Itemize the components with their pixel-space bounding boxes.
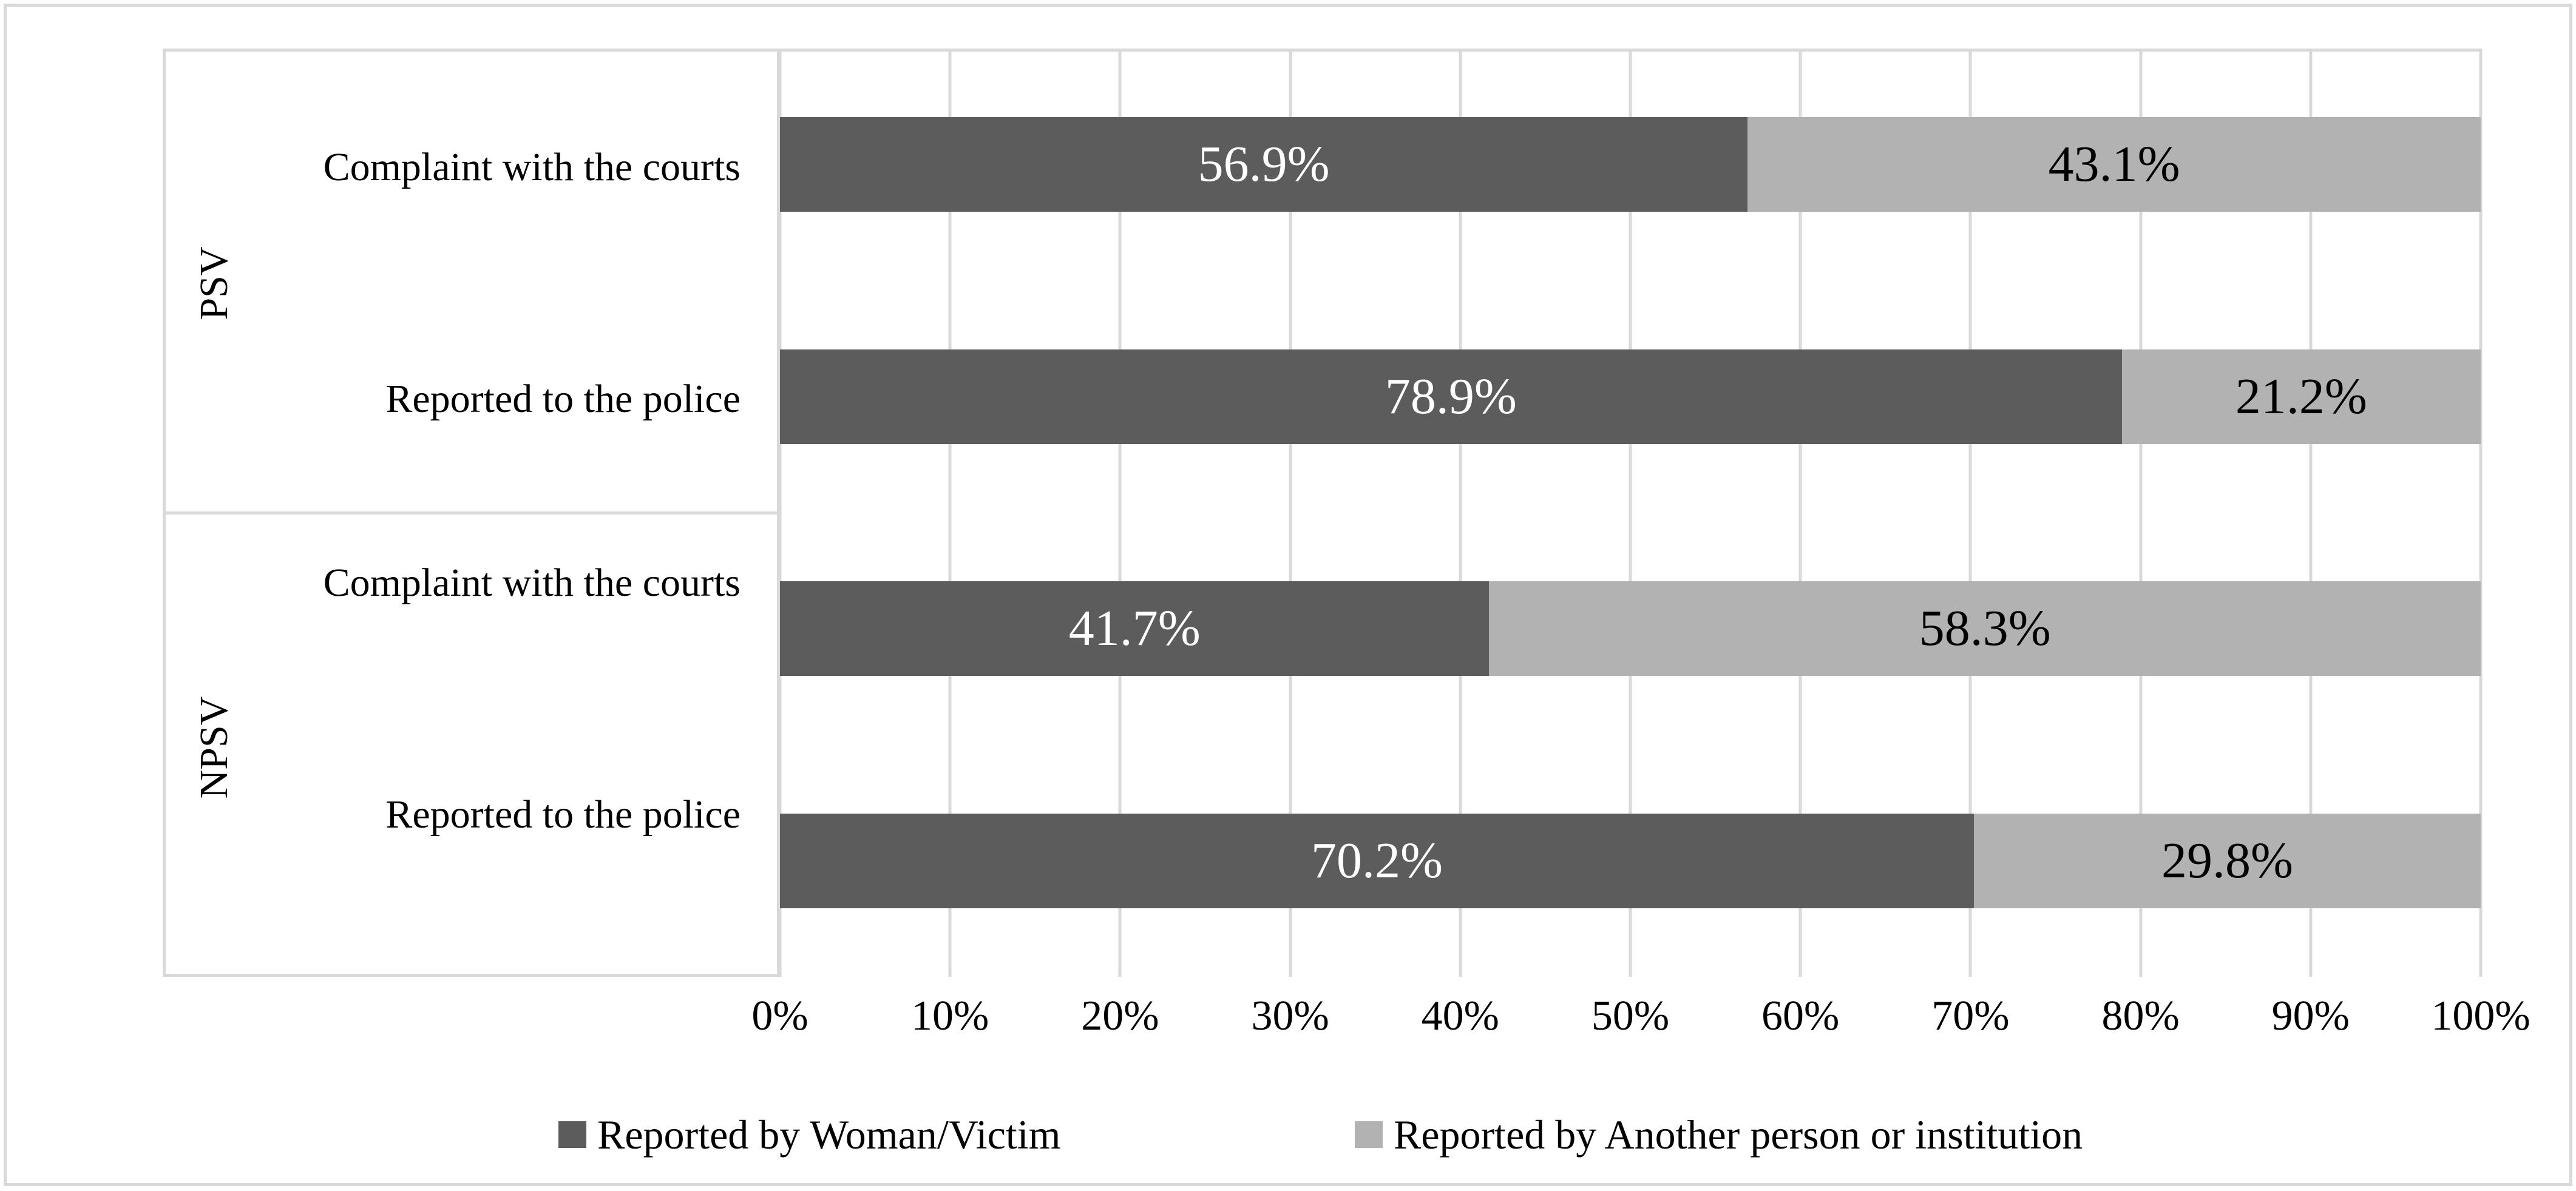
legend-label: Reported by Woman/Victim — [597, 1112, 1061, 1158]
category-label: Reported to the police — [385, 377, 741, 422]
bar-row: 78.9% 21.2% — [780, 349, 2481, 444]
group-divider-line — [166, 511, 777, 515]
x-axis-tick: 0% — [751, 993, 808, 1039]
gridline — [1629, 49, 1632, 977]
x-axis-tick: 90% — [2271, 993, 2350, 1039]
gridline — [1459, 49, 1462, 977]
category-label: Complaint with the courts — [323, 561, 741, 606]
legend-item-woman-victim: Reported by Woman/Victim — [558, 1109, 1061, 1160]
x-axis-tick: 10% — [911, 993, 989, 1039]
bar-row: 41.7% 58.3% — [780, 581, 2481, 676]
bar-segment-woman-victim: 78.9% — [780, 349, 2122, 444]
x-axis: 0% 10% 20% 30% 40% 50% 60% 70% 80% 90% 1… — [751, 977, 2530, 1056]
bar-segment-another-person: 29.8% — [1974, 814, 2481, 908]
bar-row: 56.9% 43.1% — [780, 117, 2481, 212]
bar-segment-another-person: 21.2% — [2121, 349, 2481, 444]
bar-value-label: 41.7% — [1068, 600, 1201, 656]
gridline — [2479, 49, 2483, 977]
plot-area: 56.9% 43.1% 78.9% 21.2% 41.7% 58.3% — [778, 49, 2483, 977]
legend-marker-dark-icon — [558, 1121, 586, 1148]
x-axis-tick: 100% — [2431, 993, 2530, 1039]
x-axis-tick: 60% — [1761, 993, 1840, 1039]
gridline — [778, 49, 782, 977]
bar-row: 70.2% 29.8% — [780, 814, 2481, 908]
bar-segment-another-person: 58.3% — [1489, 581, 2481, 676]
x-axis-tick: 20% — [1081, 993, 1159, 1039]
bar-value-label: 78.9% — [1385, 368, 1517, 425]
bar-segment-woman-victim: 56.9% — [780, 117, 1748, 212]
bar-value-label: 56.9% — [1198, 136, 1330, 192]
gridline — [1798, 49, 1802, 977]
bar-value-label: 21.2% — [2235, 368, 2367, 425]
category-label: Complaint with the courts — [323, 145, 741, 190]
group-label-psv: PSV — [192, 246, 236, 320]
x-axis-tick: 70% — [1931, 993, 2010, 1039]
legend-item-another-person: Reported by Another person or institutio… — [1355, 1109, 2083, 1160]
category-label: Reported to the police — [385, 792, 741, 837]
chart-top-rule — [163, 49, 2481, 52]
x-axis-tick: 30% — [1251, 993, 1329, 1039]
x-axis-tick: 80% — [2101, 993, 2180, 1039]
gridline — [1968, 49, 1972, 977]
legend-marker-light-icon — [1355, 1121, 1383, 1148]
x-axis-tick: 40% — [1421, 993, 1499, 1039]
bar-value-label: 58.3% — [1919, 600, 2051, 656]
gridline — [1118, 49, 1122, 977]
bar-segment-woman-victim: 41.7% — [780, 581, 1490, 676]
bar-segment-woman-victim: 70.2% — [780, 814, 1974, 908]
gridline — [1289, 49, 1292, 977]
gridline — [2139, 49, 2143, 977]
bar-value-label: 29.8% — [2161, 832, 2293, 889]
bar-value-label: 70.2% — [1311, 832, 1443, 889]
bar-segment-another-person: 43.1% — [1747, 117, 2481, 212]
x-axis-tick: 50% — [1591, 993, 1670, 1039]
bar-value-label: 43.1% — [2048, 136, 2180, 192]
category-label-box: PSV NPSV Complaint with the courts Repor… — [163, 49, 780, 977]
legend-label: Reported by Another person or institutio… — [1394, 1112, 2083, 1158]
group-label-npsv: NPSV — [192, 696, 236, 799]
gridline — [948, 49, 952, 977]
gridline — [2309, 49, 2313, 977]
